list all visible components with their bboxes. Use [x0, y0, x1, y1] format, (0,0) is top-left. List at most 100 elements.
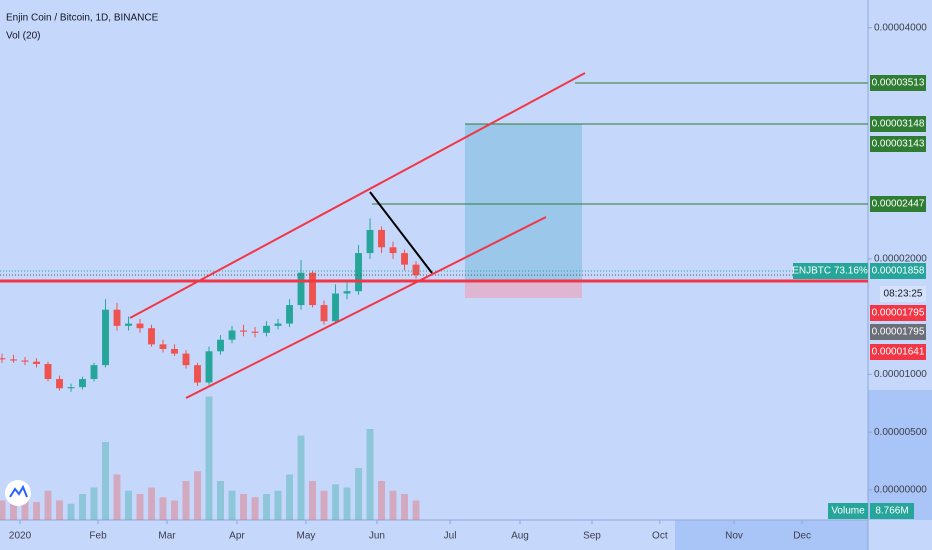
x-tick-label: Feb [89, 531, 107, 542]
candle-body [10, 359, 17, 361]
volume-label-box [828, 503, 868, 519]
volume-bar [182, 481, 190, 520]
logo-icon [9, 484, 28, 498]
indicator-label: Vol (20) [6, 31, 40, 42]
price-label-box [870, 263, 926, 279]
volume-bar [21, 497, 29, 520]
volume-bar [56, 500, 63, 520]
candle-body [286, 305, 293, 324]
volume-bar [205, 396, 213, 520]
x-tick-label: Jul [444, 531, 457, 542]
candle-body [320, 305, 328, 322]
volume-bar [44, 490, 52, 520]
volume-bar [148, 487, 155, 520]
candle-body [217, 339, 224, 352]
candle-body [366, 229, 374, 254]
price-highlight [868, 390, 932, 520]
candle-body [401, 253, 408, 265]
price-label: 0.00001795 [872, 327, 925, 338]
countdown-box [880, 286, 926, 302]
volume-value: 8.766M [875, 506, 908, 517]
candle-body [56, 379, 63, 389]
volume-bar [401, 494, 408, 520]
time-highlight [675, 520, 868, 550]
volume-bar [274, 490, 282, 520]
x-tick-label: 2020 [9, 531, 32, 542]
volume-bar [136, 494, 144, 520]
channel-lower [185, 216, 547, 399]
candle-body [228, 330, 236, 340]
price-label: 0.00001795 [872, 308, 925, 319]
candle-body [378, 229, 385, 248]
candle-body [194, 365, 201, 383]
volume-bar [263, 494, 270, 520]
candle-body [171, 348, 178, 354]
candle-body [240, 330, 247, 332]
countdown: 08:23:25 [884, 289, 923, 300]
candle-body [125, 323, 132, 326]
candle-body [44, 364, 52, 380]
volume-bar [102, 442, 109, 520]
price-label: 0.00003143 [872, 139, 925, 150]
x-tick-label: Jun [369, 531, 385, 542]
volume-bar [159, 497, 167, 520]
x-tick-label: Nov [725, 531, 743, 542]
volume-bar [171, 500, 178, 520]
volume-bar [10, 503, 17, 520]
volume-bar [217, 481, 224, 520]
stop-zone [465, 281, 582, 298]
volume-bar [0, 500, 6, 520]
candle-body [90, 365, 98, 380]
candle-body [205, 351, 213, 383]
price-label-box [870, 75, 926, 91]
candle-body [79, 379, 86, 388]
candle-body [182, 353, 190, 366]
volume-bar [389, 490, 397, 520]
volume-label: Volume [831, 506, 865, 517]
candle-body [274, 323, 282, 326]
channel-upper [129, 72, 586, 319]
candle-body [355, 253, 362, 292]
trend-line [369, 191, 433, 274]
candle-body [332, 293, 339, 322]
volume-bar [240, 494, 247, 520]
volume-value-box [870, 503, 914, 519]
price-label-box [870, 305, 926, 321]
price-label: 0.00001641 [872, 347, 925, 358]
symbol-label: ENJBTC 73.16% [792, 266, 868, 277]
candle-body [67, 387, 75, 389]
candle-body [159, 344, 167, 349]
candle-body [0, 358, 6, 360]
price-label: 0.00003148 [872, 119, 925, 130]
candle-body [343, 291, 351, 294]
y-tick-label: 0.00002000 [874, 253, 927, 264]
candle-body [389, 247, 397, 254]
x-tick-label: Aug [511, 531, 529, 542]
y-tick-label: 0.00000000 [874, 485, 927, 496]
candle-body [136, 323, 144, 329]
volume-bar [320, 490, 328, 520]
candle-body [113, 309, 121, 326]
x-tick-label: Dec [793, 531, 811, 542]
volume-bar [251, 497, 259, 520]
price-label-box [870, 196, 926, 212]
candle-body [309, 272, 316, 306]
chart-title: Enjin Coin / Bitcoin, 1D, BINANCE [6, 13, 159, 24]
price-label-box [870, 344, 926, 360]
volume-bar [355, 468, 362, 520]
candle-body [412, 264, 420, 276]
x-tick-label: Sep [583, 531, 601, 542]
volume-bar [67, 503, 75, 520]
price-label-box [870, 116, 926, 132]
marks [0, 218, 420, 520]
x-tick-label: Oct [652, 531, 668, 542]
y-tick-label: 0.00004000 [874, 22, 927, 33]
price-label-box [870, 324, 926, 340]
volume-bar [194, 471, 201, 520]
volume-bar [297, 435, 305, 520]
candle-body [21, 360, 29, 362]
volume-bar [378, 481, 385, 520]
candle-body [263, 325, 270, 333]
volume-bar [228, 490, 236, 520]
